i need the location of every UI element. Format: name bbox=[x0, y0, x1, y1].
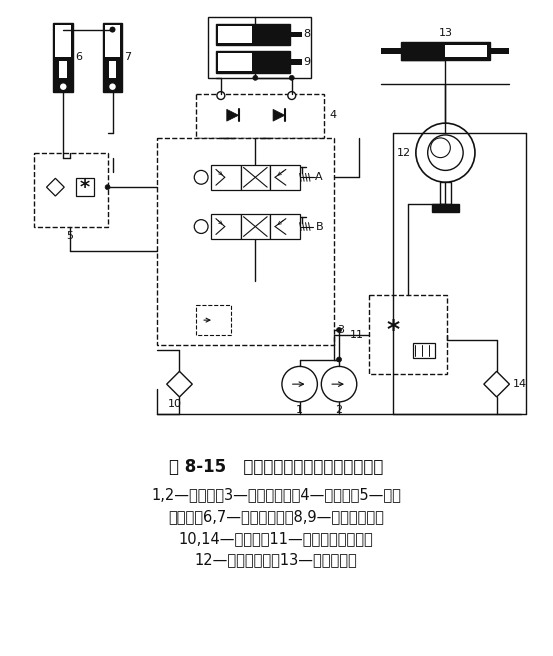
Bar bbox=[404, 45, 487, 57]
Bar bbox=[218, 53, 254, 71]
Bar bbox=[196, 305, 231, 335]
Bar bbox=[241, 214, 270, 239]
Text: 12: 12 bbox=[397, 148, 411, 157]
Text: 调速阀；6,7—起升液压缸；8,9—倾斜液压缸；: 调速阀；6,7—起升液压缸；8,9—倾斜液压缸； bbox=[168, 509, 384, 524]
Circle shape bbox=[431, 138, 450, 157]
Bar bbox=[216, 24, 290, 45]
Text: 10: 10 bbox=[168, 399, 181, 409]
Text: 8: 8 bbox=[304, 30, 311, 39]
Text: 6: 6 bbox=[75, 52, 82, 62]
Bar bbox=[108, 61, 117, 78]
Circle shape bbox=[105, 185, 110, 190]
Circle shape bbox=[337, 327, 342, 333]
Bar bbox=[105, 57, 121, 90]
Text: 3: 3 bbox=[337, 325, 344, 335]
Circle shape bbox=[288, 92, 296, 100]
Bar bbox=[404, 45, 445, 57]
Text: 7: 7 bbox=[124, 52, 132, 62]
Circle shape bbox=[321, 367, 357, 402]
Text: 1,2—液压泵；3—多路换向阀；4—液压锁；5—单向: 1,2—液压泵；3—多路换向阀；4—液压锁；5—单向 bbox=[151, 487, 401, 502]
Polygon shape bbox=[227, 110, 238, 121]
Bar bbox=[382, 49, 401, 54]
Circle shape bbox=[416, 123, 475, 182]
Text: A: A bbox=[315, 173, 323, 182]
Polygon shape bbox=[166, 371, 192, 397]
Circle shape bbox=[59, 83, 67, 91]
Circle shape bbox=[253, 75, 258, 80]
Bar bbox=[55, 57, 71, 90]
Circle shape bbox=[194, 171, 208, 184]
Bar bbox=[290, 31, 301, 37]
Bar bbox=[440, 182, 451, 204]
Bar bbox=[270, 165, 300, 190]
Text: B: B bbox=[315, 222, 323, 232]
Bar bbox=[413, 343, 435, 358]
Text: 5: 5 bbox=[67, 232, 74, 241]
Bar bbox=[157, 138, 334, 345]
Circle shape bbox=[110, 27, 115, 32]
Bar bbox=[290, 59, 301, 65]
Text: 1: 1 bbox=[296, 405, 303, 415]
Text: 图 8-15   叉车工作和转向液压系统原理图: 图 8-15 叉车工作和转向液压系统原理图 bbox=[169, 458, 383, 476]
Circle shape bbox=[110, 27, 115, 32]
Circle shape bbox=[282, 367, 317, 402]
Text: 12—转向控制器；13—转向液压缸: 12—转向控制器；13—转向液压缸 bbox=[195, 552, 357, 567]
Bar bbox=[270, 214, 300, 239]
Text: 9: 9 bbox=[304, 57, 311, 67]
Bar bbox=[252, 26, 287, 43]
Bar bbox=[211, 165, 241, 190]
Bar bbox=[196, 94, 324, 138]
Bar bbox=[432, 204, 459, 212]
Text: 13: 13 bbox=[439, 28, 452, 37]
Bar bbox=[216, 51, 290, 73]
Text: *: * bbox=[80, 178, 90, 197]
Bar bbox=[59, 61, 67, 78]
Text: 4: 4 bbox=[329, 110, 336, 120]
Text: 14: 14 bbox=[513, 379, 526, 389]
Polygon shape bbox=[484, 371, 509, 397]
Bar bbox=[218, 26, 254, 43]
Bar bbox=[252, 53, 287, 71]
Circle shape bbox=[289, 75, 294, 80]
Text: 11: 11 bbox=[349, 330, 364, 340]
Bar bbox=[54, 23, 73, 92]
Text: 2: 2 bbox=[336, 405, 343, 415]
Bar bbox=[208, 17, 311, 78]
Circle shape bbox=[427, 135, 463, 171]
Circle shape bbox=[217, 92, 225, 100]
Circle shape bbox=[194, 220, 208, 234]
Bar bbox=[490, 49, 509, 54]
Bar bbox=[103, 23, 122, 92]
Text: *: * bbox=[387, 318, 400, 342]
Text: 10,14—过滤器；11—转向控制流量阀；: 10,14—过滤器；11—转向控制流量阀； bbox=[179, 531, 373, 546]
Bar bbox=[401, 43, 490, 60]
Polygon shape bbox=[273, 110, 285, 121]
Bar bbox=[34, 153, 108, 226]
Bar bbox=[55, 25, 71, 57]
Bar bbox=[211, 214, 241, 239]
Bar bbox=[76, 178, 94, 196]
Polygon shape bbox=[46, 178, 64, 196]
Circle shape bbox=[108, 83, 117, 91]
Circle shape bbox=[337, 357, 342, 362]
Bar bbox=[241, 165, 270, 190]
Bar bbox=[369, 295, 447, 375]
Bar bbox=[105, 25, 121, 57]
